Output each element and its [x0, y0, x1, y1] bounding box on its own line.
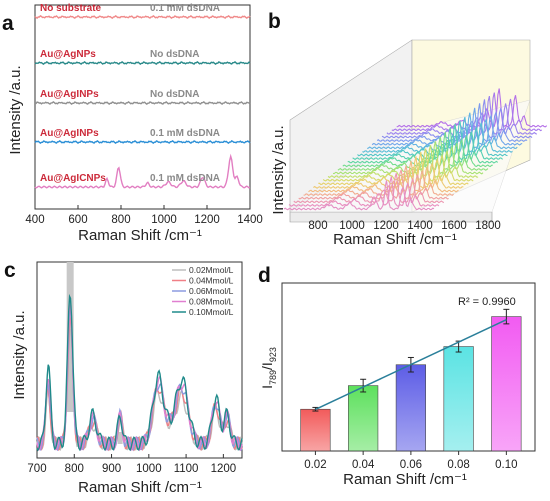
panel-b-x-ticks: 800 1000 1200 1400 1600 1800 — [308, 220, 500, 232]
panel-b-spectrum-17 — [367, 112, 518, 150]
panel-b-spectrum-9 — [327, 145, 479, 179]
panel-a-spectrum-note-2: No dsDNA — [150, 89, 199, 100]
panel-b-spectrum-3 — [298, 169, 449, 200]
panel-b-spectrum-0 — [283, 180, 435, 211]
panel-c-x-ticks: 700 800 900 1000 1100 1200 — [27, 454, 236, 475]
panel-b-x-tick-label-1: 1000 — [339, 220, 365, 232]
panel-a-spectrum-name-3: Au@AgINPs — [40, 128, 99, 139]
panel-a: a 400 600 800 1000 1200 1400 No substrate 0.1 … — [2, 3, 263, 244]
panel-c-x-tick-label-2: 900 — [102, 463, 121, 475]
panel-d-bar-4 — [491, 316, 522, 452]
panel-b-label: b — [268, 10, 281, 33]
panel-a-spectrum-name-4: Au@AgICNPs — [40, 173, 106, 184]
panel-d-bar-3 — [443, 346, 474, 452]
panel-c-legend-label-2: 0.06Mmol/L — [189, 286, 234, 296]
panel-b-x-tick-label-5: 1800 — [475, 220, 501, 232]
panel-a-spectrum-note-3: 0.1 mM dsDNA — [150, 128, 220, 139]
panel-a-spectrum-note-0: 0.1 mM dsDNA — [150, 3, 220, 14]
panel-c-xlabel: Raman Shift /cm⁻¹ — [78, 479, 202, 496]
panel-c-x-tick-label-0: 700 — [27, 463, 46, 475]
panel-b-spectrum-20 — [381, 99, 533, 139]
panel-c-legend-label-3: 0.08Mmol/L — [189, 297, 234, 307]
panel-c-series-4 — [36, 293, 243, 452]
panel-c-x-tick-label-5: 1200 — [211, 463, 237, 475]
panel-a-spectrum-1 — [34, 60, 251, 66]
panel-a-spectrum-name-0: No substrate — [40, 3, 102, 14]
panel-d-label: d — [258, 264, 271, 287]
panel-b-spectrum-1 — [288, 176, 440, 207]
panel-c-legend: 0.02Mmol/L0.04Mmol/L0.06Mmol/L0.08Mmol/L… — [172, 265, 234, 317]
panel-c-x-tick-label-4: 1100 — [174, 463, 199, 475]
panel-b-x-tick-label-4: 1600 — [441, 220, 467, 232]
panel-a-label: a — [2, 12, 14, 35]
panel-a-spectra: No substrate 0.1 mM dsDNA Au@AgNPs No dsDNA… — [34, 3, 251, 189]
panel-d-x-tick-label-3: 0.08 — [447, 459, 469, 471]
panel-c-x-tick-label-1: 800 — [65, 463, 84, 475]
panel-d-bar-2 — [395, 364, 426, 452]
panel-c-x-tick-label-3: 1000 — [136, 463, 162, 475]
panel-d-x-tick-label-0: 0.02 — [304, 459, 326, 471]
panel-a-spectrum-note-1: No dsDNA — [150, 49, 199, 60]
panel-b-spectrum-19 — [376, 103, 528, 143]
panel-a-x-tick-label-5: 1400 — [237, 214, 263, 226]
panel-b-spectrum-15 — [357, 120, 508, 157]
panel-a-spectrum-4 — [34, 153, 251, 189]
panel-a-spectrum-name-1: Au@AgNPs — [40, 49, 96, 60]
panel-b-x-tick-label-0: 800 — [308, 220, 327, 232]
panel-a-spectrum-note-4: 0.1 mM dsDNA — [150, 173, 220, 184]
panel-a-x-tick-label-1: 600 — [68, 214, 87, 226]
panel-d-x-tick-label-1: 0.04 — [352, 459, 375, 471]
panel-b-spectrum-14 — [352, 123, 503, 161]
panel-d-x-ticks: 0.02 0.04 0.06 0.08 0.10 — [304, 451, 518, 471]
panel-c-label: c — [4, 259, 16, 282]
panel-b-x-tick-label-2: 1200 — [373, 220, 399, 232]
panel-d-xlabel: Raman Shift /cm⁻¹ — [343, 471, 467, 488]
panel-b: b 800 1000 1200 1400 1600 1800 Raman Shift /c… — [268, 10, 548, 248]
panel-a-spectrum-2 — [34, 100, 251, 106]
panel-c-spectra — [36, 293, 243, 452]
panel-d-bars — [300, 308, 522, 452]
panel-d-ylabel: I789/I923 — [259, 347, 278, 389]
panel-b-spectrum-8 — [322, 148, 474, 182]
panel-d: d 0.02 0.04 0.06 0.08 0.10 R² = 0.9960 Raman… — [258, 264, 536, 488]
panel-b-spectrum-4 — [303, 165, 454, 197]
panel-c-legend-label-4: 0.10Mmol/L — [189, 307, 234, 317]
panel-d-fit-line — [315, 319, 507, 411]
panel-b-ylabel: Intensity /a.u. — [270, 125, 287, 214]
panel-b-spectrum-11 — [337, 136, 489, 171]
panel-b-spectrum-10 — [332, 141, 484, 175]
panel-c-frame — [36, 261, 243, 459]
panel-a-x-tick-label-0: 400 — [25, 214, 44, 226]
panel-b-spectrum-12 — [342, 132, 493, 168]
panel-c-legend-label-0: 0.02Mmol/L — [189, 265, 234, 275]
panel-c-legend-label-1: 0.04Mmol/L — [189, 276, 234, 286]
panel-a-spectrum-3 — [34, 139, 251, 145]
panel-d-bar-0 — [300, 408, 331, 452]
panel-d-r2: R² = 0.9960 — [458, 296, 516, 308]
panel-a-ylabel: Intensity /a.u. — [7, 65, 24, 154]
panel-b-spectrum-2 — [293, 173, 445, 204]
panel-d-x-tick-label-2: 0.06 — [400, 459, 422, 471]
panel-b-spectrum-13 — [347, 127, 499, 164]
panel-a-spectrum-name-2: Au@AgINPs — [40, 89, 99, 100]
panel-a-x-tick-label-3: 1000 — [151, 214, 177, 226]
panel-b-xlabel: Raman Shift /cm⁻¹ — [333, 231, 457, 248]
panel-b-x-tick-label-3: 1400 — [407, 220, 433, 232]
panel-a-xlabel: Raman Shift /cm⁻¹ — [78, 227, 202, 244]
panel-c-ylabel: Intensity /a.u. — [11, 310, 28, 399]
panel-a-frame — [34, 4, 251, 210]
panel-a-x-tick-label-2: 800 — [111, 214, 130, 226]
panel-a-x-tick-label-4: 1200 — [194, 214, 220, 226]
panel-b-spectra — [283, 88, 548, 211]
panel-d-bar-1 — [348, 385, 379, 452]
panel-c: c 0.02Mmol/L0.04Mmol/L0.06Mmol/L0.08Mmol… — [4, 259, 243, 496]
panel-c-highlight-band-1 — [117, 432, 123, 444]
panel-a-spectrum-0 — [34, 14, 251, 20]
panel-a-x-ticks: 400 600 800 1000 1200 1400 — [25, 205, 263, 226]
panel-d-x-tick-label-4: 0.10 — [495, 459, 517, 471]
